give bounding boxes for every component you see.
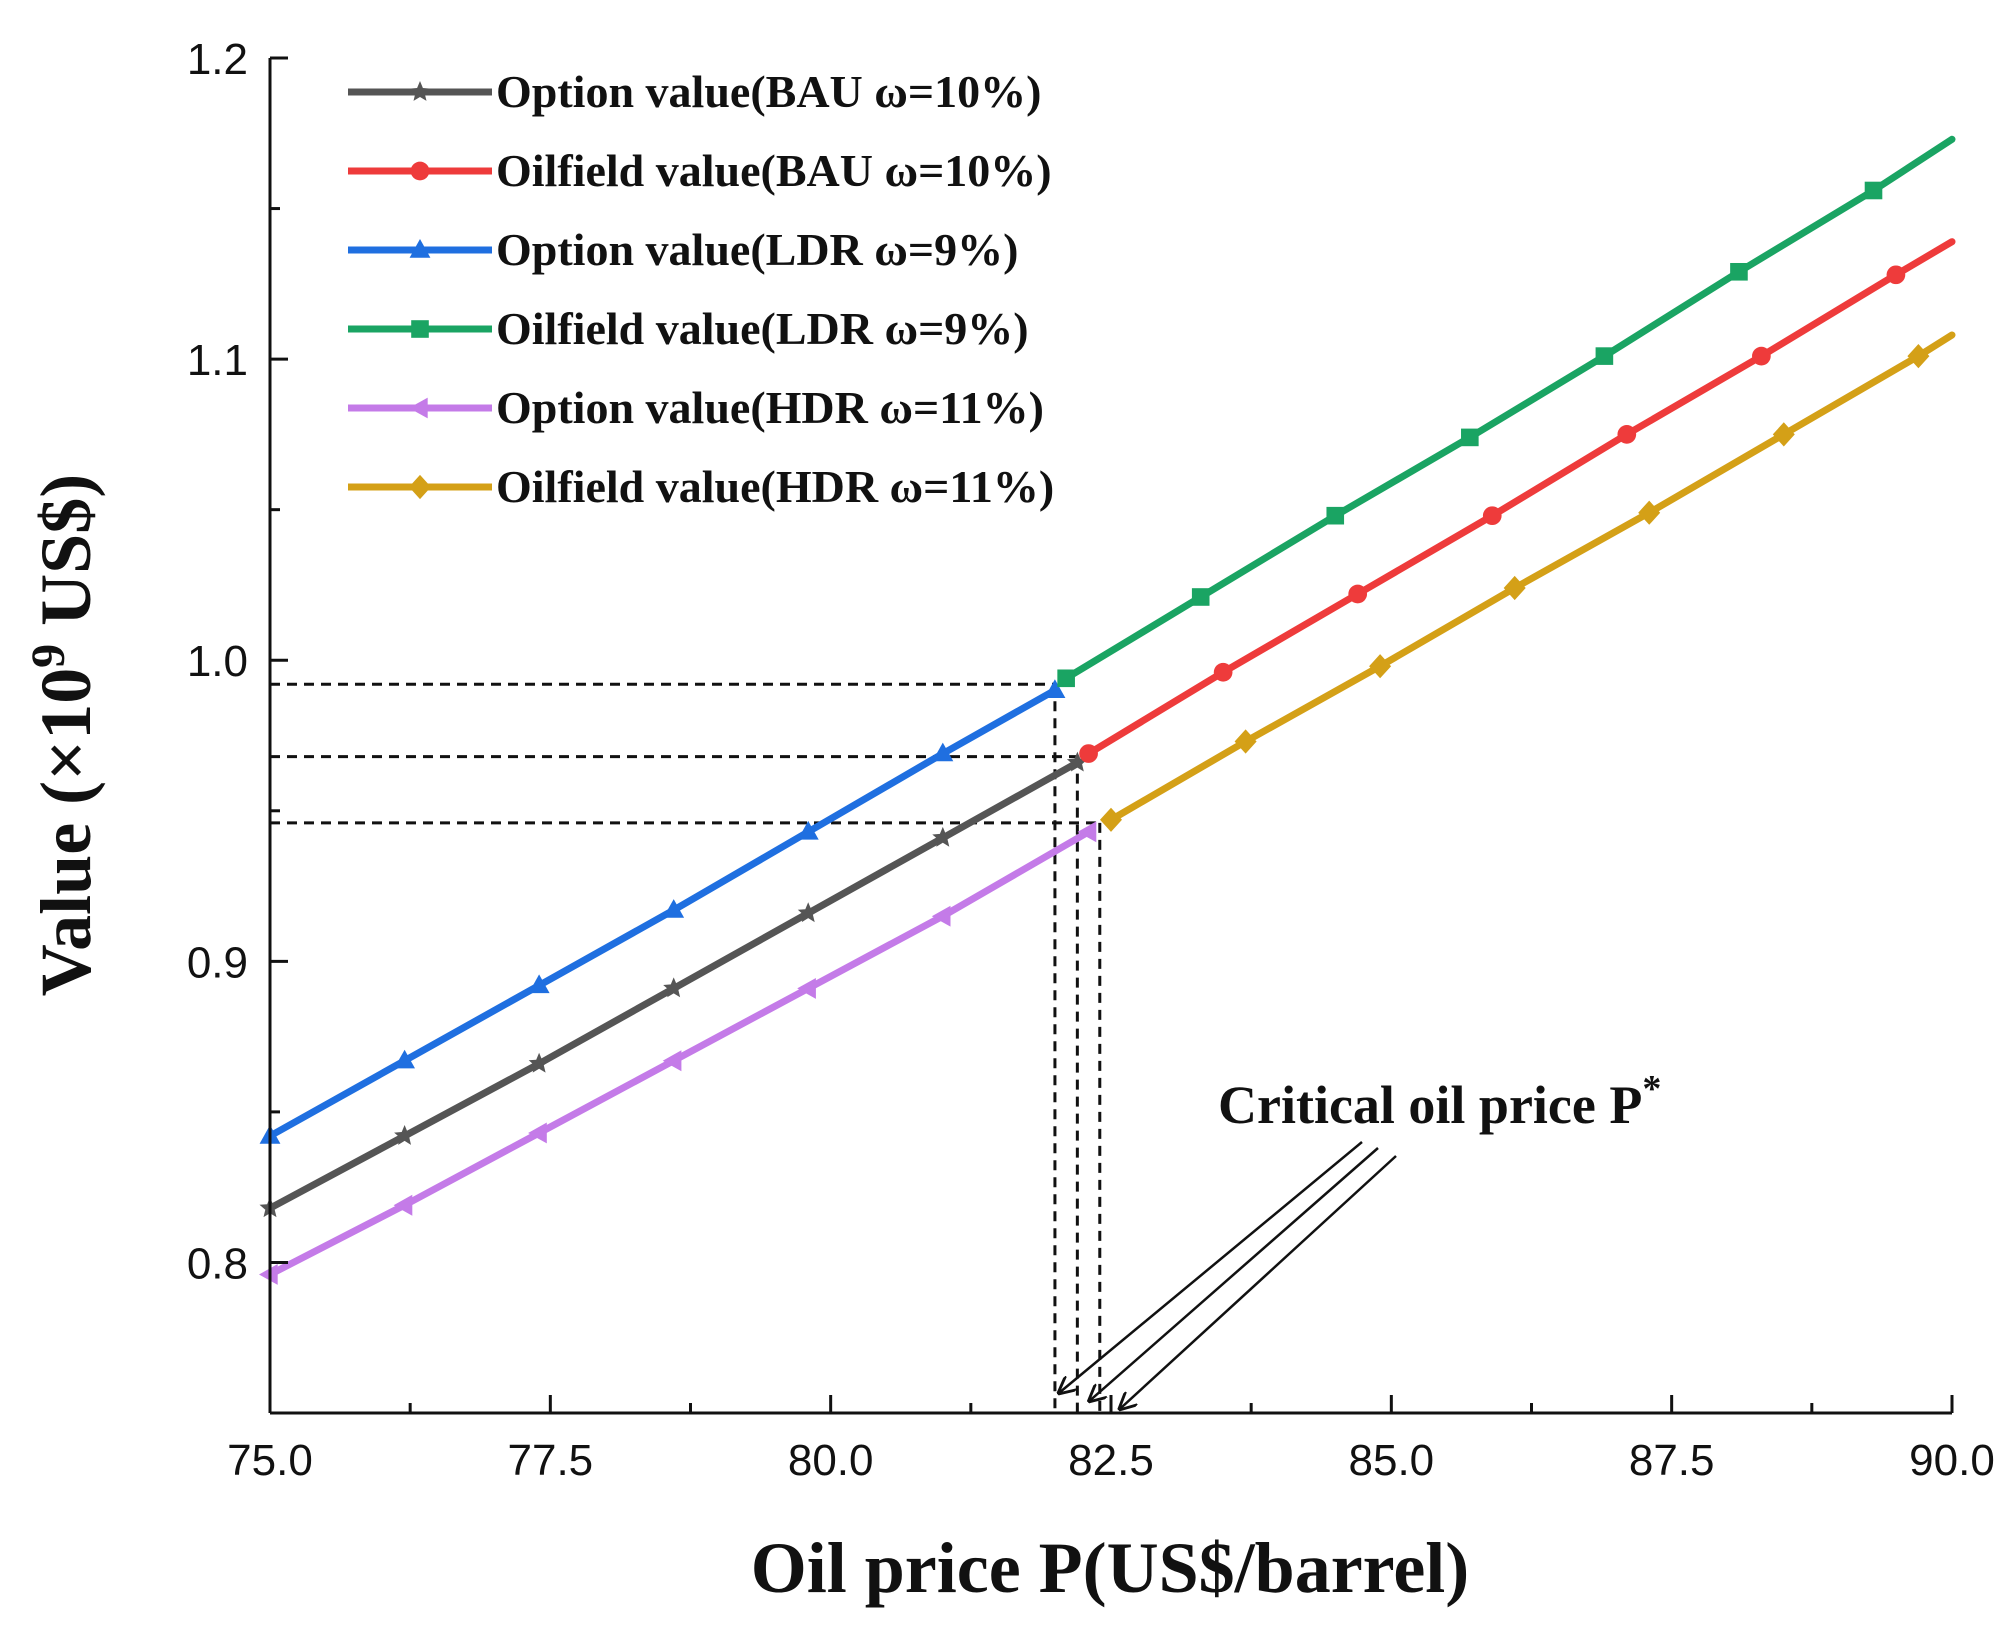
legend-item: Option value(HDR ω=11%) — [348, 382, 1044, 433]
legend-swatch-marker — [409, 239, 431, 258]
series-group — [1100, 331, 1956, 832]
legend-swatch-marker — [409, 397, 428, 419]
data-point-marker — [1617, 425, 1637, 444]
legend-swatch-marker — [411, 320, 429, 338]
data-point-marker — [394, 1049, 415, 1069]
data-point-marker — [932, 826, 954, 847]
data-point-marker — [797, 978, 816, 999]
data-point-marker — [931, 905, 951, 927]
data-point-marker — [1066, 751, 1088, 772]
data-point-marker — [1638, 500, 1661, 525]
data-point-marker — [1369, 654, 1392, 679]
x-tick-label: 87.5 — [1629, 1436, 1715, 1485]
legend-swatch-marker — [409, 81, 431, 101]
legend-label: Oilfield value(BAU ω=10%) — [496, 145, 1052, 196]
y-tick-label: 1.2 — [187, 35, 248, 84]
data-point-marker — [1864, 181, 1883, 200]
data-point-marker — [1772, 422, 1795, 447]
y-axis-title-tail: US$) — [26, 474, 106, 644]
data-point-marker — [1191, 588, 1210, 606]
data-point-marker — [1482, 506, 1502, 526]
legend-label: Option value(HDR ω=11%) — [496, 382, 1044, 433]
data-point-marker — [1595, 347, 1614, 365]
data-point-marker — [1326, 506, 1345, 525]
series-line — [1107, 331, 1956, 824]
data-point-marker — [932, 742, 954, 762]
legend-item: Option value(BAU ω=10%) — [348, 66, 1041, 117]
data-point-marker — [1213, 662, 1233, 682]
y-tick-label: 1.0 — [187, 637, 248, 686]
x-tick-label: 77.5 — [508, 1436, 594, 1485]
annotation-superscript: * — [1642, 1068, 1661, 1110]
x-tick-label: 90.0 — [1909, 1436, 1995, 1485]
data-point-marker — [797, 902, 819, 923]
y-axis-title-exponent: 9 — [22, 644, 75, 668]
x-tick-label: 85.0 — [1349, 1436, 1435, 1485]
data-point-marker — [1886, 265, 1906, 285]
series-group — [1079, 238, 1956, 763]
x-tick-label: 80.0 — [788, 1436, 874, 1485]
legend-label: Oilfield value(HDR ω=11%) — [496, 461, 1054, 512]
data-point-marker — [1461, 428, 1479, 447]
data-point-marker — [528, 1052, 550, 1073]
data-point-marker — [662, 1050, 682, 1072]
data-point-marker — [1234, 729, 1257, 754]
plot-series — [259, 135, 1956, 1285]
critical-price-guides — [270, 682, 1102, 1413]
series-group — [259, 679, 1066, 1144]
data-point-marker — [1057, 669, 1075, 688]
data-point-marker — [528, 974, 550, 994]
annotation-arrow — [1089, 1147, 1379, 1401]
legend-label: Oilfield value(LDR ω=9%) — [496, 303, 1029, 354]
data-point-marker — [1079, 744, 1098, 763]
legend-item: Oilfield value(HDR ω=11%) — [348, 461, 1054, 512]
data-point-marker — [1730, 262, 1748, 281]
data-point-marker — [1752, 346, 1771, 366]
axis-ticks: 75.0 77.5 80.0 82.5 85.0 87.5 90.0 0.8 0.9 1.0 1.1… — [187, 35, 1995, 1485]
legend-swatch-marker — [410, 161, 430, 181]
series-group — [259, 751, 1088, 1218]
series-line — [1062, 135, 1956, 682]
annotation-label: Critical oil price P* — [1218, 1068, 1661, 1135]
data-point-marker — [1044, 679, 1066, 698]
data-point-marker — [663, 977, 685, 998]
data-point-marker — [797, 820, 819, 840]
series-group — [1057, 135, 1956, 688]
series-group — [259, 821, 1097, 1285]
annotation-arrow — [1120, 1155, 1397, 1409]
legend-item: Oilfield value(BAU ω=10%) — [348, 145, 1052, 196]
legend-item: Option value(LDR ω=9%) — [348, 224, 1018, 275]
data-point-marker — [663, 899, 685, 918]
data-point-marker — [394, 1125, 415, 1145]
data-point-marker — [1348, 584, 1368, 604]
y-tick-label: 0.8 — [187, 1239, 248, 1288]
legend-label: Option value(BAU ω=10%) — [496, 66, 1041, 117]
legend-item: Oilfield value(LDR ω=9%) — [348, 303, 1029, 354]
data-point-marker — [1077, 821, 1097, 843]
x-axis-title: Oil price P(US$/barrel) — [751, 1528, 1470, 1608]
data-point-marker — [528, 1122, 547, 1144]
series-line — [1085, 238, 1956, 758]
legend: Option value(BAU ω=10%) Oilfield value(BA… — [348, 66, 1054, 512]
y-tick-label: 1.1 — [187, 336, 248, 385]
critical-price-annotation: Critical oil price P* — [1059, 1068, 1661, 1409]
y-tick-label: 0.9 — [187, 938, 248, 987]
data-point-marker — [1503, 575, 1526, 601]
data-point-marker — [259, 1264, 278, 1285]
legend-swatch-marker — [409, 474, 431, 500]
legend-label: Option value(LDR ω=9%) — [496, 224, 1018, 275]
data-point-marker — [1907, 344, 1930, 369]
data-point-marker — [393, 1194, 413, 1216]
data-point-marker — [1100, 807, 1122, 832]
y-axis-title: Value (×109 US$) — [22, 474, 106, 996]
x-tick-label: 75.0 — [227, 1436, 313, 1485]
x-tick-label: 82.5 — [1068, 1436, 1154, 1485]
annotation-arrow — [1059, 1141, 1363, 1393]
